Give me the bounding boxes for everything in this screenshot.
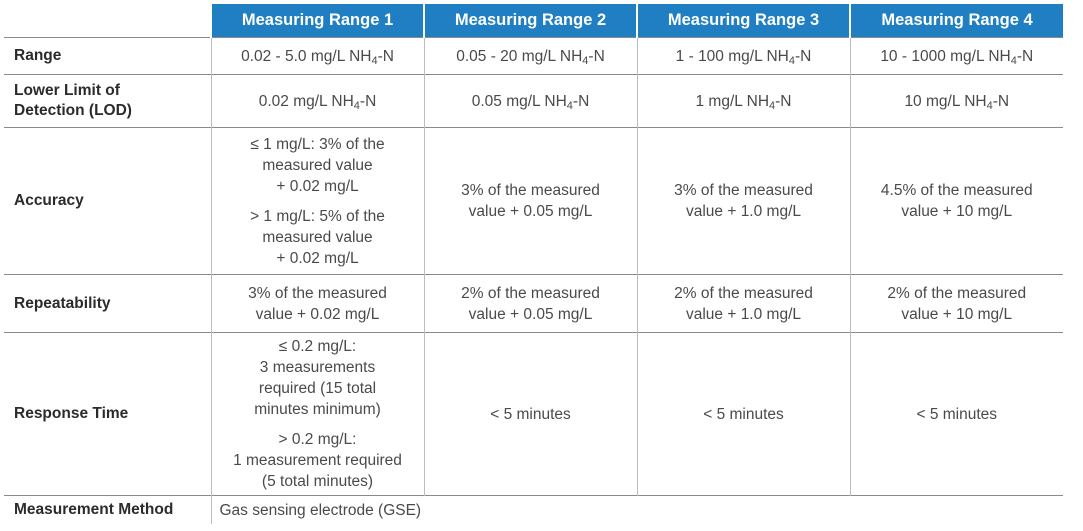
lod-value-3: 1 mg/L NH4-N: [636, 74, 850, 128]
table-row-repeatability: Repeatability 3% of the measured value +…: [4, 274, 1063, 333]
row-label-measurement-method: Measurement Method: [4, 495, 211, 524]
header-measuring-range-2: Measuring Range 2: [423, 4, 637, 38]
row-label-lod: Lower Limit of Detection (LOD): [4, 74, 211, 128]
response-time-value-2: < 5 minutes: [423, 332, 637, 496]
measurement-method-value: Gas sensing electrode (GSE): [210, 495, 1063, 524]
header-blank-cell: [4, 4, 211, 38]
range-value-2: 0.05 - 20 mg/L NH4-N: [423, 37, 637, 75]
table-row-response-time: Response Time ≤ 0.2 mg/L: 3 measurements…: [4, 332, 1063, 496]
table-row-measurement-method: Measurement Method Gas sensing electrode…: [4, 495, 1063, 524]
header-measuring-range-1: Measuring Range 1: [210, 4, 424, 38]
range-value-1: 0.02 - 5.0 mg/L NH4-N: [210, 37, 424, 75]
row-label-repeatability: Repeatability: [4, 274, 211, 333]
repeatability-value-2: 2% of the measured value + 0.05 mg/L: [423, 274, 637, 333]
header-row: Measuring Range 1 Measuring Range 2 Meas…: [4, 4, 1063, 38]
table-row-range: Range 0.02 - 5.0 mg/L NH4-N 0.05 - 20 mg…: [4, 37, 1063, 75]
accuracy-value-1: ≤ 1 mg/L: 3% of the measured value + 0.0…: [210, 127, 424, 275]
row-label-response-time: Response Time: [4, 332, 211, 496]
lod-value-2: 0.05 mg/L NH4-N: [423, 74, 637, 128]
repeatability-value-3: 2% of the measured value + 1.0 mg/L: [636, 274, 850, 333]
row-label-range: Range: [4, 37, 211, 75]
range-value-4: 10 - 1000 mg/L NH4-N: [849, 37, 1063, 75]
table-row-lod: Lower Limit of Detection (LOD) 0.02 mg/L…: [4, 74, 1063, 128]
response-time-value-3: < 5 minutes: [636, 332, 850, 496]
lod-value-1: 0.02 mg/L NH4-N: [210, 74, 424, 128]
range-value-3: 1 - 100 mg/L NH4-N: [636, 37, 850, 75]
row-label-accuracy: Accuracy: [4, 127, 211, 275]
accuracy-value-2: 3% of the measured value + 0.05 mg/L: [423, 127, 637, 275]
header-measuring-range-4: Measuring Range 4: [849, 4, 1063, 38]
response-time-value-1: ≤ 0.2 mg/L: 3 measurements required (15 …: [210, 332, 424, 496]
response-time-value-4: < 5 minutes: [849, 332, 1063, 496]
accuracy-value-3: 3% of the measured value + 1.0 mg/L: [636, 127, 850, 275]
repeatability-value-1: 3% of the measured value + 0.02 mg/L: [210, 274, 424, 333]
lod-value-4: 10 mg/L NH4-N: [849, 74, 1063, 128]
repeatability-value-4: 2% of the measured value + 10 mg/L: [849, 274, 1063, 333]
header-measuring-range-3: Measuring Range 3: [636, 4, 850, 38]
specifications-table: Measuring Range 1 Measuring Range 2 Meas…: [4, 4, 1063, 524]
table-row-accuracy: Accuracy ≤ 1 mg/L: 3% of the measured va…: [4, 127, 1063, 275]
accuracy-value-4: 4.5% of the measured value + 10 mg/L: [849, 127, 1063, 275]
